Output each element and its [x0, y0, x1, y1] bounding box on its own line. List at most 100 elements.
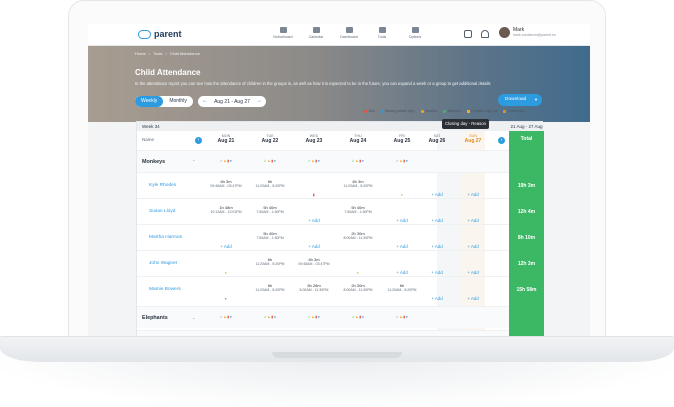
day-date: Aug 22 — [261, 138, 279, 144]
nav-dashboard[interactable]: Dashboard — [337, 27, 361, 39]
time-range: 8:00AM - 11:30PM — [343, 288, 373, 292]
chat-icon[interactable] — [464, 30, 472, 38]
add-button[interactable]: + Add — [467, 218, 479, 223]
add-button[interactable]: + Add — [431, 244, 443, 249]
add-button[interactable]: + Add — [431, 270, 443, 275]
row-total: 12h 3m — [517, 261, 536, 267]
total-column — [509, 131, 544, 336]
summary-icons: ✓▲▮● — [307, 159, 321, 163]
bell-icon[interactable] — [481, 30, 489, 38]
attendance-cell[interactable]: ● — [204, 287, 248, 305]
laptop-base — [0, 336, 674, 362]
attendance-cell[interactable]: + Add — [204, 235, 248, 253]
attendance-cell[interactable]: 2h 30m 8:00AM - 11:30PM — [336, 231, 380, 240]
add-button[interactable]: + Add — [467, 192, 479, 197]
attendance-cell[interactable]: + Add — [380, 261, 424, 279]
summary-icons: ✓▲▮● — [307, 315, 321, 319]
attendance-cell[interactable]: ● — [380, 183, 424, 201]
add-button[interactable]: + Add — [308, 218, 320, 223]
child-name[interactable]: Kyle Rhodes — [149, 183, 177, 188]
attendance-cell[interactable]: 6h 3m 09:46AM - 03:47PM — [204, 179, 248, 188]
attendance-cell[interactable]: + Add — [425, 261, 449, 279]
nav-noticeboard[interactable]: Noticeboard — [271, 27, 295, 39]
time-range: 7:50AM - 1:30PM — [256, 210, 284, 214]
add-button[interactable]: + Add — [220, 244, 232, 249]
attendance-cell[interactable]: 6h 3m 11:20AM - 5:20PM — [336, 179, 380, 188]
time-range: 8:00AM - 11:30PM — [299, 288, 329, 292]
attendance-cell[interactable]: + Add — [461, 209, 485, 227]
attendance-cell[interactable]: + Add — [425, 287, 449, 305]
child-name[interactable]: Susan Lloyd — [149, 209, 176, 214]
nav-tools[interactable]: Tools — [370, 27, 394, 39]
add-button[interactable]: + Add — [396, 270, 408, 275]
add-button[interactable]: + Add — [431, 296, 443, 301]
attendance-cell[interactable]: + Add — [461, 287, 485, 305]
attendance-cell[interactable]: 1h 48m 10:12AM - 12:01PM — [204, 205, 248, 214]
legend-label: Sick — [368, 109, 375, 113]
attendance-cell[interactable]: ▮ — [292, 183, 336, 201]
attendance-cell[interactable]: 6h 11:20AM - 5:20PM — [248, 257, 292, 266]
attendance-cell[interactable]: + Add — [425, 235, 449, 253]
attendance-cell[interactable]: 6h 11:20AM - 5:20PM — [248, 179, 292, 188]
nav-options[interactable]: Options — [403, 27, 427, 39]
time-range: 8:00AM - 11:30PM — [343, 236, 373, 240]
add-button[interactable]: + Add — [431, 192, 443, 197]
attendance-cell[interactable]: + Add — [380, 235, 424, 253]
attendance-cell[interactable]: + Add — [461, 261, 485, 279]
app-screen: parent Noticeboard Calendar Dashboard To… — [88, 24, 590, 336]
add-button[interactable]: + Add — [396, 244, 408, 249]
add-button[interactable]: + Add — [467, 270, 479, 275]
attendance-cell[interactable]: + Add — [425, 183, 449, 201]
group-row[interactable]: Elephants ⌄ ✓▲▮● ✓▲▮● ✓▲▮● ✓▲▮● ✓▲▮● — [137, 306, 509, 328]
table-row: Martha Harmon + Add 5h 40m 7:50AM - 1:30PM +… — [137, 224, 535, 253]
group-row[interactable]: Monkeys ⌃ ✓▲▮● ✓▲▮● ✓▲▮● ✓▲▮● ✓▲▮● — [137, 150, 509, 172]
group-row[interactable]: Bears⌄✓▲▮●✓▲▮●✓▲▮●✓▲▮●✓▲▮● — [137, 330, 509, 336]
nav-calendar[interactable]: Calendar — [304, 27, 328, 39]
attendance-cell[interactable]: + Add — [425, 209, 449, 227]
attendance-cell[interactable]: + Add — [380, 209, 424, 227]
attendance-cell[interactable]: 2h 30m 8:00AM - 11:30PM — [336, 283, 380, 292]
attendance-cell[interactable]: + Add — [461, 235, 485, 253]
row-total: 8h 10m — [517, 235, 536, 241]
chevron-icon[interactable]: ⌄ — [192, 315, 196, 320]
attendance-cell[interactable]: 5h 28m 8:00AM - 11:30PM — [292, 283, 336, 292]
user-menu[interactable]: Mark mark.nordstrom@parent.eu — [499, 27, 556, 38]
add-button[interactable]: + Add — [431, 218, 443, 223]
attendance-cell[interactable]: 5h 40m 7:50AM - 1:30PM — [248, 205, 292, 214]
attendance-cell[interactable]: 6h 11:20AM - 5:20PM — [380, 283, 424, 292]
attendance-cell[interactable]: + Add — [292, 235, 336, 253]
attendance-cell[interactable]: + Add — [292, 209, 336, 227]
week-label[interactable]: Week 34 — [137, 122, 509, 131]
breadcrumb-tools[interactable]: Tools — [153, 51, 163, 56]
hours-value: 6h 3m — [352, 179, 364, 184]
attendance-cell[interactable]: ● — [204, 261, 248, 279]
breadcrumb-home[interactable]: Home — [135, 51, 146, 56]
add-button[interactable]: + Add — [396, 218, 408, 223]
attendance-cell[interactable]: 6h 3m 09:46AM - 03:47PM — [292, 257, 336, 266]
add-button[interactable]: + Add — [467, 244, 479, 249]
add-button[interactable]: + Add — [308, 244, 320, 249]
prev-arrow-icon[interactable]: ← — [202, 98, 208, 104]
attendance-cell[interactable]: + Add — [461, 183, 485, 201]
add-button[interactable]: + Add — [467, 296, 479, 301]
logo[interactable]: parent — [138, 29, 182, 39]
attendance-cell[interactable]: 5h 40m 7:50AM - 1:30PM — [336, 205, 380, 214]
attendance-cell[interactable]: ● — [336, 261, 380, 279]
hours-value: 5h 40m — [263, 205, 277, 210]
weekly-button[interactable]: Weekly — [135, 96, 164, 107]
next-week-icon[interactable]: › — [498, 137, 505, 144]
monthly-button[interactable]: Monthly — [169, 98, 187, 104]
attendance-cell[interactable]: 5h 40m 7:50AM - 1:30PM — [248, 231, 292, 240]
day-of-week: SUN — [469, 134, 477, 138]
stack-icon — [378, 27, 386, 33]
child-name[interactable]: Mamie Bowers — [149, 287, 181, 292]
prev-week-icon[interactable]: ‹ — [195, 137, 202, 144]
child-name[interactable]: John Wagner — [149, 261, 178, 266]
nav-label: Noticeboard — [273, 35, 293, 39]
attendance-cell[interactable]: 6h 11:20AM - 5:20PM — [248, 283, 292, 292]
next-arrow-icon[interactable]: → — [256, 98, 262, 104]
child-name[interactable]: Martha Harmon — [149, 235, 183, 240]
download-button[interactable]: Download ▼ — [498, 94, 542, 106]
chevron-icon[interactable]: ⌃ — [192, 159, 196, 164]
summary-icons: ✓▲▮● — [351, 159, 365, 163]
